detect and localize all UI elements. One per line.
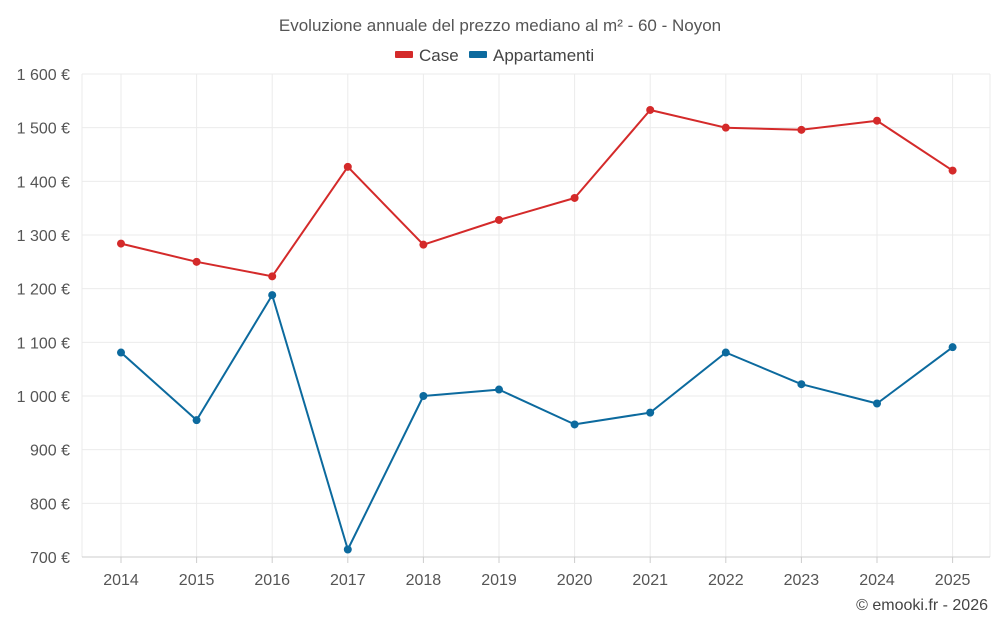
- data-point-case-2023[interactable]: [797, 125, 806, 134]
- data-point-case-2016[interactable]: [268, 272, 277, 281]
- data-point-appartamenti-2015[interactable]: [192, 416, 201, 425]
- data-point-appartamenti-2022[interactable]: [721, 348, 730, 357]
- x-tick-label: 2025: [935, 572, 971, 589]
- legend: Case Appartamenti: [395, 46, 594, 65]
- legend-item-appartamenti[interactable]: Appartamenti: [469, 46, 594, 65]
- series-group: [117, 105, 957, 554]
- x-tick-label: 2019: [481, 572, 517, 589]
- data-point-appartamenti-2016[interactable]: [268, 291, 277, 300]
- data-point-case-2015[interactable]: [192, 257, 201, 266]
- y-tick-label: 1 100 €: [17, 335, 70, 352]
- data-point-case-2021[interactable]: [646, 105, 655, 114]
- data-point-appartamenti-2017[interactable]: [343, 545, 352, 554]
- series-line-appartamenti: [120, 294, 954, 551]
- y-tick-label: 1 400 €: [17, 174, 70, 191]
- data-point-appartamenti-2020[interactable]: [570, 420, 579, 429]
- series-appartamenti: [117, 291, 957, 554]
- data-point-case-2024[interactable]: [873, 116, 881, 125]
- chart-title: Evoluzione annuale del prezzo mediano al…: [279, 16, 721, 35]
- y-tick-label: 1 300 €: [17, 228, 70, 245]
- data-point-appartamenti-2014[interactable]: [117, 348, 125, 357]
- data-point-appartamenti-2023[interactable]: [797, 380, 806, 389]
- x-tick-label: 2017: [330, 572, 366, 589]
- data-point-case-2020[interactable]: [570, 193, 579, 202]
- data-point-case-2022[interactable]: [721, 123, 730, 132]
- axes: [82, 556, 990, 563]
- x-tick-label: 2020: [557, 572, 593, 589]
- data-point-appartamenti-2024[interactable]: [873, 399, 881, 408]
- data-point-appartamenti-2018[interactable]: [419, 392, 428, 400]
- data-point-case-2017[interactable]: [343, 162, 352, 171]
- legend-swatch-case: [395, 51, 413, 58]
- data-point-appartamenti-2025[interactable]: [948, 343, 957, 352]
- x-axis-ticks: 2014 2015 2016 2017 2018 2019 2020 2021 2022 2023…: [103, 572, 970, 589]
- legend-item-case[interactable]: Case: [395, 46, 459, 65]
- x-tick-label: 2024: [859, 572, 895, 589]
- legend-label-appartamenti: Appartamenti: [493, 46, 594, 65]
- y-tick-label: 1 000 €: [17, 389, 70, 406]
- x-tick-label: 2018: [406, 572, 442, 589]
- data-point-case-2014[interactable]: [117, 239, 125, 248]
- legend-label-case: Case: [419, 46, 459, 65]
- y-tick-label: 700 €: [30, 550, 70, 567]
- data-point-case-2018[interactable]: [419, 240, 428, 249]
- y-tick-label: 1 500 €: [17, 121, 70, 138]
- grid: [81, 73, 991, 557]
- y-tick-label: 800 €: [30, 496, 70, 513]
- data-point-case-2019[interactable]: [495, 215, 503, 224]
- series-case: [117, 105, 957, 281]
- data-point-appartamenti-2019[interactable]: [495, 385, 503, 394]
- series-line-case: [120, 109, 954, 278]
- y-tick-label: 900 €: [30, 443, 70, 460]
- legend-swatch-appartamenti: [469, 51, 487, 58]
- x-tick-label: 2014: [103, 572, 139, 589]
- y-tick-label: 1 600 €: [17, 67, 70, 84]
- credit-text: © emooki.fr - 2026: [856, 597, 988, 614]
- x-tick-label: 2022: [708, 572, 744, 589]
- x-tick-label: 2015: [179, 572, 215, 589]
- x-tick-label: 2023: [784, 572, 820, 589]
- y-tick-label: 1 200 €: [17, 282, 70, 299]
- data-point-case-2025[interactable]: [948, 166, 957, 175]
- x-tick-label: 2016: [254, 572, 290, 589]
- y-axis-ticks: 700 € 800 € 900 € 1 000 € 1 100 € 1 200 € 1 30…: [17, 67, 70, 567]
- data-point-appartamenti-2021[interactable]: [646, 408, 655, 417]
- x-tick-label: 2021: [632, 572, 668, 589]
